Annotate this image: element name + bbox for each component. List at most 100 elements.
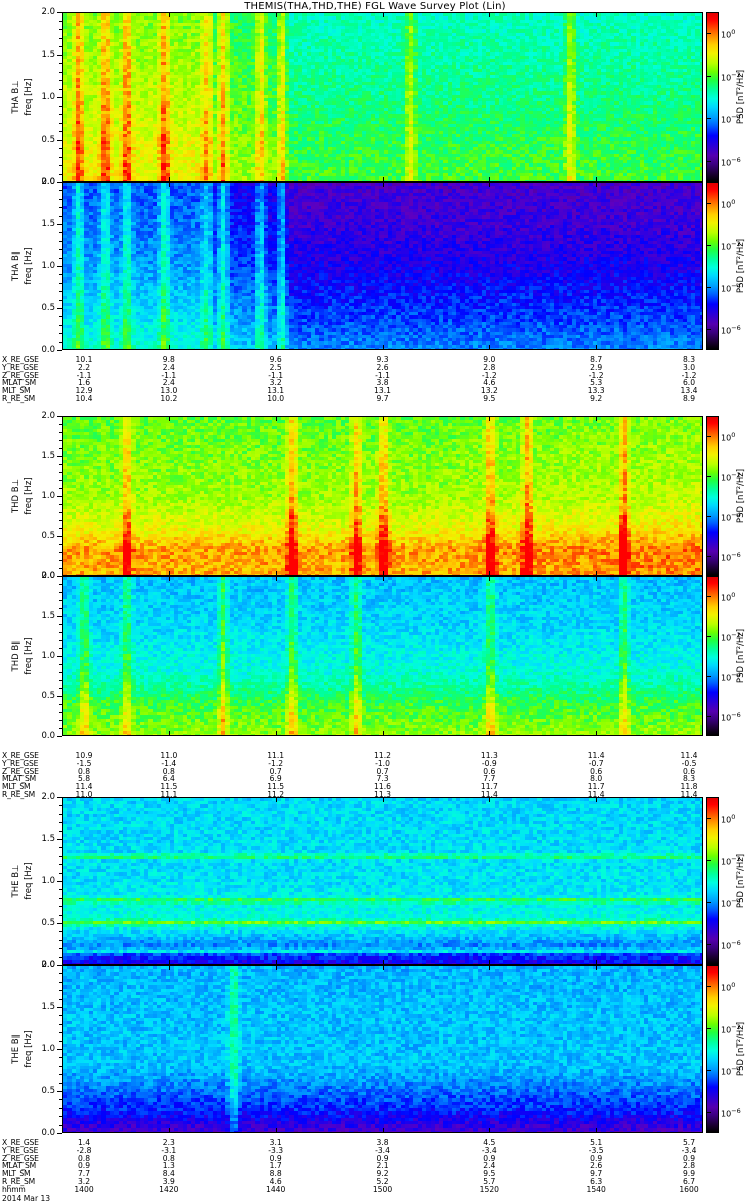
colorbar-tick-label: 100 — [721, 431, 735, 443]
y-tick-minor — [59, 216, 62, 217]
y-tick-minor — [59, 1041, 62, 1042]
y-tick-minor — [59, 80, 62, 81]
y-tick-major — [57, 12, 62, 13]
y-tick-minor — [59, 480, 62, 481]
y-axis-panel-label-thd-bperp: THD B⊥ — [11, 416, 21, 576]
colorbar-tick — [707, 860, 711, 861]
y-tick-minor — [59, 704, 62, 705]
y-tick-major — [57, 182, 62, 183]
y-tick-label: 0.0 — [41, 346, 55, 354]
ephemeris-value: 1500 — [373, 1186, 392, 1194]
y-tick-minor — [59, 1066, 62, 1067]
ephemeris-row: Y_RE_GSE -1.5 -1.4 -1.2 -1.0 -0.9 -0.7 -0.5 — [0, 760, 750, 768]
y-tick-minor — [59, 552, 62, 553]
spectrogram-panel-the-bpar — [62, 965, 703, 1133]
y-tick-minor — [59, 1083, 62, 1084]
y-tick-minor — [59, 931, 62, 932]
y-tick-minor — [59, 1125, 62, 1126]
y-tick-minor — [59, 999, 62, 1000]
y-tick-minor — [59, 608, 62, 609]
y-tick-minor — [59, 249, 62, 250]
y-tick-major — [57, 496, 62, 497]
y-tick-label: 2.0 — [41, 8, 55, 16]
ephemeris-value: 10.2 — [160, 395, 177, 403]
y-tick-minor — [59, 1074, 62, 1075]
y-axis-freq-label-tha-bperp: freq [Hz] — [24, 12, 34, 182]
colorbar-tick — [707, 556, 711, 557]
y-tick-minor — [59, 46, 62, 47]
y-tick-major — [57, 881, 62, 882]
colorbar-tick — [707, 636, 711, 637]
y-tick-label: 1.5 — [41, 452, 55, 460]
colorbar-tick — [707, 1070, 711, 1071]
y-tick-label: 1.5 — [41, 51, 55, 59]
y-tick-major — [57, 350, 62, 351]
colorbar-tick — [707, 76, 711, 77]
ephemeris-row: Z_RE_GSE 0.8 0.8 0.9 0.9 0.9 0.9 0.9 — [0, 1155, 750, 1163]
colorbar-thd-bpar — [706, 576, 719, 736]
y-tick-label: 2.0 — [41, 961, 55, 969]
y-tick-major — [57, 266, 62, 267]
ephemeris-row: MLAT_SM 0.9 1.3 1.7 2.1 2.4 2.6 2.8 — [0, 1162, 750, 1170]
y-axis-freq-label-thd-bperp: freq [Hz] — [24, 416, 34, 576]
y-tick-minor — [59, 199, 62, 200]
ephemeris-value: 1400 — [74, 1186, 93, 1194]
y-tick-minor — [59, 148, 62, 149]
colorbar-tick — [707, 818, 711, 819]
colorbar-tick — [707, 287, 711, 288]
y-tick-minor — [59, 632, 62, 633]
y-tick-minor — [59, 464, 62, 465]
y-tick-minor — [59, 300, 62, 301]
colorbar-title-tha-bperp: PSD [nT²/Hz] — [736, 12, 746, 182]
ephemeris-row: hhmm 1400 1420 1440 1500 1520 1540 1600 — [0, 1186, 750, 1194]
y-tick-minor — [59, 504, 62, 505]
y-axis-panel-label-the-bperp: THE B⊥ — [11, 797, 21, 965]
y-tick-minor — [59, 864, 62, 865]
y-tick-minor — [59, 207, 62, 208]
y-tick-major — [57, 308, 62, 309]
y-tick-minor — [59, 258, 62, 259]
y-tick-minor — [59, 472, 62, 473]
y-tick-minor — [59, 38, 62, 39]
y-tick-minor — [59, 21, 62, 22]
ephemeris-value: 10.4 — [76, 395, 93, 403]
y-tick-major — [57, 416, 62, 417]
y-tick-label: 1.0 — [41, 877, 55, 885]
y-tick-major — [57, 965, 62, 966]
y-tick-minor — [59, 973, 62, 974]
y-tick-minor — [59, 805, 62, 806]
y-tick-minor — [59, 915, 62, 916]
y-tick-minor — [59, 600, 62, 601]
colorbar-tick — [707, 944, 711, 945]
ephemeris-row: R_RE_SM 11.0 11.1 11.2 11.3 11.4 11.4 11.4 — [0, 791, 750, 799]
y-tick-minor — [59, 448, 62, 449]
y-tick-minor — [59, 957, 62, 958]
colorbar-tick — [707, 161, 711, 162]
y-axis-freq-label-thd-bpar: freq [Hz] — [24, 576, 34, 736]
ephemeris-row: MLT_SM 12.9 13.0 13.1 13.1 13.2 13.3 13.4 — [0, 387, 750, 395]
y-tick-label: 0.0 — [41, 1129, 55, 1137]
spectrogram-panel-thd-bpar — [62, 576, 703, 736]
y-tick-major — [57, 1049, 62, 1050]
y-tick-major — [57, 456, 62, 457]
y-tick-minor — [59, 528, 62, 529]
colorbar-title-tha-bpar: PSD [nT²/Hz] — [736, 182, 746, 350]
colorbar-tick — [707, 203, 711, 204]
colorbar-tick — [707, 329, 711, 330]
y-tick-minor — [59, 114, 62, 115]
y-tick-minor — [59, 672, 62, 673]
y-tick-label: 2.0 — [41, 572, 55, 580]
colorbar-title-thd-bperp: PSD [nT²/Hz] — [736, 416, 746, 576]
y-tick-label: 2.0 — [41, 412, 55, 420]
y-tick-minor — [59, 1032, 62, 1033]
y-tick-minor — [59, 274, 62, 275]
ephemeris-value: 11.1 — [160, 791, 177, 799]
colorbar-tick — [707, 245, 711, 246]
y-tick-major — [57, 839, 62, 840]
y-tick-major — [57, 656, 62, 657]
colorbar-tick-label: 100 — [721, 28, 735, 40]
ephemeris-value: 11.4 — [588, 791, 605, 799]
y-tick-minor — [59, 89, 62, 90]
y-tick-minor — [59, 906, 62, 907]
